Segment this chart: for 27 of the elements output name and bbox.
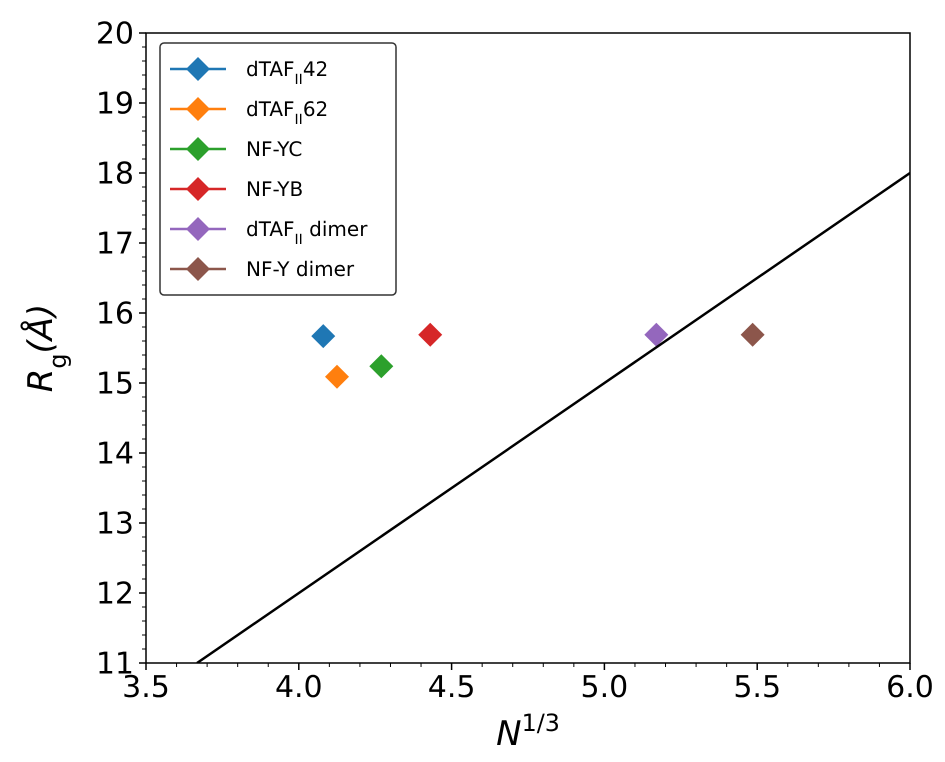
x-tick-label: 4.0 [274, 670, 323, 705]
point [325, 364, 349, 389]
legend-label: NF-YB [246, 177, 304, 201]
point [369, 354, 394, 378]
legend-label: NF-Y dimer [246, 257, 355, 281]
y-tick-label: 13 [96, 506, 134, 542]
y-tick-label: 18 [96, 156, 134, 192]
y-tick-label: 15 [96, 366, 134, 402]
point [311, 324, 336, 348]
x-tick-label: 6.0 [886, 670, 934, 705]
y-tick-label: 17 [96, 226, 134, 262]
y-tick-label: 12 [96, 576, 134, 612]
point [418, 322, 442, 347]
legend-label: dTAF$_{II}$ dimer [246, 217, 368, 248]
point [644, 322, 668, 347]
point [740, 322, 765, 347]
legend-label: NF-YC [246, 137, 302, 161]
x-tick-label: 5.0 [580, 670, 628, 705]
y-tick-label: 16 [96, 296, 134, 332]
legend-label: dTAF$_{II}$62 [246, 97, 328, 128]
x-tick-label: 5.5 [733, 670, 782, 705]
x-tick-label: 4.5 [428, 670, 476, 705]
y-tick-label: 20 [96, 16, 134, 52]
x-axis-title: N$^{1/3}$ [496, 709, 560, 754]
y-tick-label: 19 [96, 86, 134, 122]
y-tick-label: 14 [96, 436, 134, 472]
legend-label: dTAF$_{II}$42 [246, 57, 328, 88]
